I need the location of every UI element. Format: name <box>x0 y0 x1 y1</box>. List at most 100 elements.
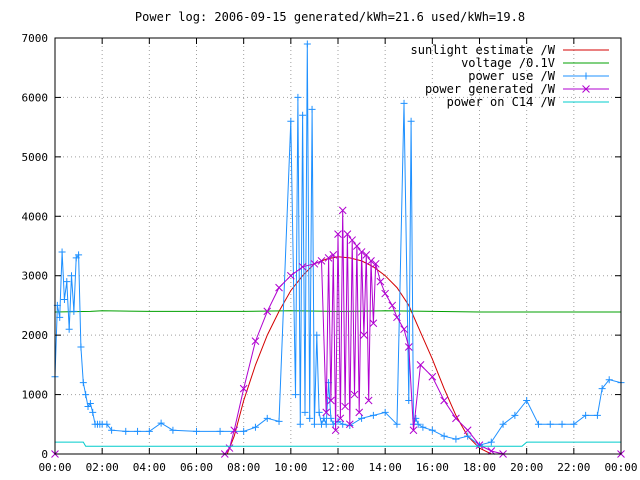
data-point <box>193 427 200 435</box>
x-tick-label: 20:00 <box>510 461 543 474</box>
data-point <box>75 251 83 259</box>
data-point <box>299 111 307 119</box>
data-point <box>317 257 326 265</box>
x-tick-label: 12:00 <box>321 461 354 474</box>
data-point <box>412 414 420 422</box>
data-point <box>315 408 323 416</box>
data-point <box>329 251 338 259</box>
data-point <box>89 408 97 416</box>
data-point <box>65 325 73 333</box>
data-point <box>428 372 437 381</box>
series-line <box>55 256 621 455</box>
data-point <box>82 391 90 399</box>
data-point <box>341 402 349 411</box>
x-tick-label: 16:00 <box>416 461 449 474</box>
data-point <box>77 343 85 351</box>
series-line <box>55 441 621 447</box>
data-point <box>369 319 378 328</box>
data-point <box>60 295 68 303</box>
legend-marker <box>582 85 590 93</box>
x-tick-label: 08:00 <box>227 461 260 474</box>
data-point <box>322 408 331 417</box>
data-point <box>558 420 566 428</box>
data-point <box>393 420 401 428</box>
data-point <box>369 411 377 419</box>
data-point <box>324 254 333 262</box>
data-point <box>452 414 460 423</box>
data-point <box>367 257 375 265</box>
data-point <box>353 242 361 250</box>
data-point <box>499 420 507 428</box>
data-point <box>428 426 436 434</box>
data-point <box>225 444 234 452</box>
x-tick-label: 02:00 <box>86 461 119 474</box>
data-point <box>409 426 418 435</box>
data-point <box>593 411 601 419</box>
series-line <box>54 310 621 313</box>
data-point <box>487 447 496 455</box>
series-3 <box>51 206 625 458</box>
data-point <box>416 361 425 369</box>
data-point <box>86 399 94 407</box>
data-point <box>357 248 366 256</box>
series-0 <box>55 256 621 455</box>
x-tick-label: 04:00 <box>133 461 166 474</box>
data-point <box>263 414 271 422</box>
data-point <box>298 262 307 271</box>
data-point <box>157 419 165 427</box>
data-point <box>355 408 364 417</box>
y-tick-label: 4000 <box>22 210 49 223</box>
data-point <box>338 206 347 215</box>
data-point <box>275 417 283 425</box>
data-point <box>348 236 357 244</box>
data-point <box>327 414 335 422</box>
data-point <box>263 307 272 316</box>
series-2 <box>51 40 625 449</box>
data-point <box>405 397 413 405</box>
data-point <box>230 426 239 435</box>
data-point <box>239 384 248 393</box>
data-point <box>70 307 78 315</box>
series-4 <box>55 441 621 447</box>
y-tick-label: 5000 <box>22 151 49 164</box>
data-point <box>320 414 328 422</box>
data-point <box>534 420 542 428</box>
data-point <box>336 414 345 423</box>
data-point <box>287 117 295 125</box>
data-point <box>294 93 302 101</box>
legend-label: sunlight estimate /W <box>411 43 556 57</box>
x-tick-label: 10:00 <box>274 461 307 474</box>
data-point <box>343 230 352 238</box>
data-point <box>134 427 142 435</box>
data-point <box>68 272 76 280</box>
data-point <box>414 420 422 428</box>
data-point <box>303 40 311 48</box>
data-point <box>523 397 531 405</box>
data-point <box>582 411 590 419</box>
x-tick-label: 22:00 <box>557 461 590 474</box>
data-point <box>327 396 335 405</box>
data-point <box>358 414 366 422</box>
data-point <box>605 376 613 384</box>
data-point <box>286 271 295 280</box>
data-point <box>511 411 519 419</box>
y-tick-label: 3000 <box>22 270 49 283</box>
data-point <box>404 343 413 351</box>
data-point <box>310 420 318 428</box>
data-point <box>376 277 385 286</box>
data-point <box>308 105 316 113</box>
data-point <box>310 259 319 268</box>
y-tick-label: 0 <box>41 448 48 461</box>
chart-title: Power log: 2006-09-15 generated/kWh=21.6… <box>135 10 525 24</box>
data-point <box>63 278 71 286</box>
data-point <box>362 251 371 259</box>
x-tick-label: 18:00 <box>463 461 496 474</box>
data-point <box>350 390 359 399</box>
data-point <box>313 331 321 339</box>
data-point <box>240 427 248 435</box>
data-point <box>345 420 354 429</box>
data-point <box>381 408 389 416</box>
y-tick-label: 6000 <box>22 91 49 104</box>
